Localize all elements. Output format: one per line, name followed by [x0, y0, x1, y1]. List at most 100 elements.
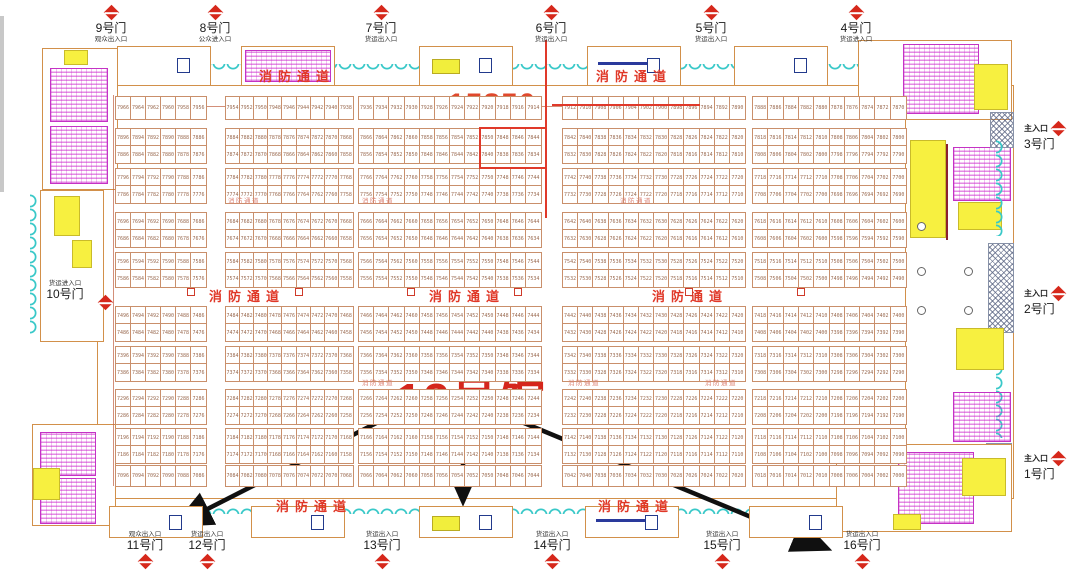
booth-cell: 7534	[624, 253, 639, 270]
booth-cell: 7236	[511, 407, 526, 424]
booth-cell: 7260	[405, 390, 420, 407]
booth-cell: 7186	[116, 446, 131, 463]
booth-cell: 7744	[527, 174, 540, 181]
booth-cell: 7838	[496, 146, 511, 163]
booth-row: 7632 7630 7628 7626 7624 7622 7620 7618 7616 7614…	[562, 229, 746, 248]
booth-cell: 7152	[389, 446, 405, 463]
booth-cell: 7726	[684, 169, 700, 186]
booth-cell: 7824	[624, 146, 639, 163]
booth-cell: 7626	[609, 230, 624, 247]
entrance-lobby	[749, 506, 843, 538]
booth-cell: 7480	[161, 324, 176, 341]
booth-cell: 7284	[131, 407, 146, 424]
booth-cell: 7656	[359, 230, 375, 247]
entrance-lobby	[734, 46, 828, 86]
booth-cell: 7844	[450, 146, 466, 163]
booth-cell: 7510	[814, 253, 830, 270]
booth-cell: 7234	[527, 412, 540, 419]
booth-cell: 7508	[830, 253, 845, 270]
booth-cell: 7344	[527, 352, 540, 359]
booth-cell: 7430	[654, 307, 670, 324]
booth-cell: 7526	[684, 253, 700, 270]
booth-cell: 7486	[192, 312, 205, 319]
gate-diamond-icon	[1050, 450, 1067, 467]
booth-cell: 7052	[465, 466, 481, 486]
booth-cell: 7954	[226, 97, 241, 119]
door-symbol	[645, 515, 658, 530]
booth-cell: 7500	[892, 258, 905, 265]
booth-cell: 7700	[814, 186, 830, 203]
booth-cell: 7158	[420, 429, 435, 446]
booth-cell: 7562	[311, 270, 325, 287]
booth-cell: 7342	[465, 364, 481, 381]
booth-cell: 7920	[480, 97, 496, 119]
booth-cell: 7886	[192, 134, 205, 141]
booth-cell: 7650	[405, 230, 420, 247]
booth-cell: 7228	[593, 407, 609, 424]
booth-cell: 7692	[146, 213, 161, 230]
fire-lane-label: 消防通道	[595, 69, 672, 84]
booth-cell: 7448	[496, 307, 511, 324]
booth-cell: 7532	[639, 253, 654, 270]
booth-cell: 7794	[131, 169, 146, 186]
booth-cell: 7004	[860, 466, 876, 486]
booth-cell: 7314	[784, 347, 799, 364]
booth-cell: 7140	[578, 429, 594, 446]
door-symbol	[809, 515, 822, 530]
booth-cell: 7462	[311, 324, 325, 341]
booth-row: 7018 7016 7014 7012 7010 7008 7006 7004 7002 7000	[752, 465, 907, 487]
booth-cell: 7002	[875, 466, 891, 486]
booth-cell: 7222	[639, 407, 654, 424]
booth-cell: 7460	[325, 324, 339, 341]
booth-cell: 7164	[374, 429, 390, 446]
aisle-tick	[540, 106, 562, 107]
aisle-tick	[205, 106, 225, 107]
booth-cell: 7790	[892, 151, 905, 158]
booth-cell: 7424	[700, 307, 715, 324]
booth-cell: 7878	[268, 129, 283, 146]
booth-cell: 7724	[700, 169, 715, 186]
booth-cell: 7036	[609, 466, 624, 486]
booth-cell: 7808	[830, 129, 845, 146]
booth-row: 7732 7730 7728 7726 7724 7722 7720 7718 7716 7714…	[562, 185, 746, 204]
booth-cell: 7114	[700, 446, 715, 463]
booth-cell: 7500	[814, 270, 830, 287]
booth-cell: 7148	[420, 446, 435, 463]
booth-cell: 7178	[268, 429, 283, 446]
booth-cell: 7110	[731, 451, 744, 458]
booth-cell: 7634	[624, 213, 639, 230]
booth-cell: 7890	[731, 105, 744, 111]
booth-cell: 7494	[860, 270, 876, 287]
booth-cell: 7354	[374, 364, 390, 381]
booth-row: 7756 7754 7752 7750 7748 7746 7744 7742 7740 7738…	[358, 185, 542, 204]
gate-9号门: 9号门 观众出入口	[65, 4, 157, 43]
booth-cell: 7214	[784, 390, 799, 407]
booth-cell: 7762	[389, 169, 405, 186]
booth-cell: 7642	[465, 230, 481, 247]
booth-cell: 7670	[254, 230, 269, 247]
booth-cell: 7148	[496, 429, 511, 446]
booth-cell: 7528	[593, 270, 609, 287]
booth-cell: 7818	[753, 129, 769, 146]
booth-row: 7708 7706 7704 7702 7700 7698 7696 7694 7692 7690	[752, 185, 907, 204]
booth-cell: 7508	[753, 270, 769, 287]
booth-cell: 7734	[527, 191, 540, 198]
booth-cell: 7892	[715, 97, 730, 119]
booth-cell: 7630	[654, 213, 670, 230]
booth-cell: 7660	[405, 213, 420, 230]
booth-cell: 7692	[875, 186, 891, 203]
booth-cell: 7900	[654, 97, 670, 119]
booth-cell: 7844	[527, 134, 540, 141]
booth-cell: 7054	[450, 466, 466, 486]
gate-subtitle: 观众出入口	[128, 531, 162, 538]
booth-cell: 7308	[830, 347, 845, 364]
booth-cell: 7724	[624, 186, 639, 203]
booth-cell: 7250	[405, 407, 420, 424]
booth-cell: 7884	[784, 97, 799, 119]
booth-row: 7896 7894 7892 7890 7888 7886	[115, 128, 207, 147]
booth-cell: 7382	[146, 364, 161, 381]
booth-cell: 7798	[830, 146, 845, 163]
booth-cell: 7746	[511, 169, 526, 186]
booth-cell: 7126	[609, 446, 624, 463]
booth-cell: 7642	[563, 213, 579, 230]
